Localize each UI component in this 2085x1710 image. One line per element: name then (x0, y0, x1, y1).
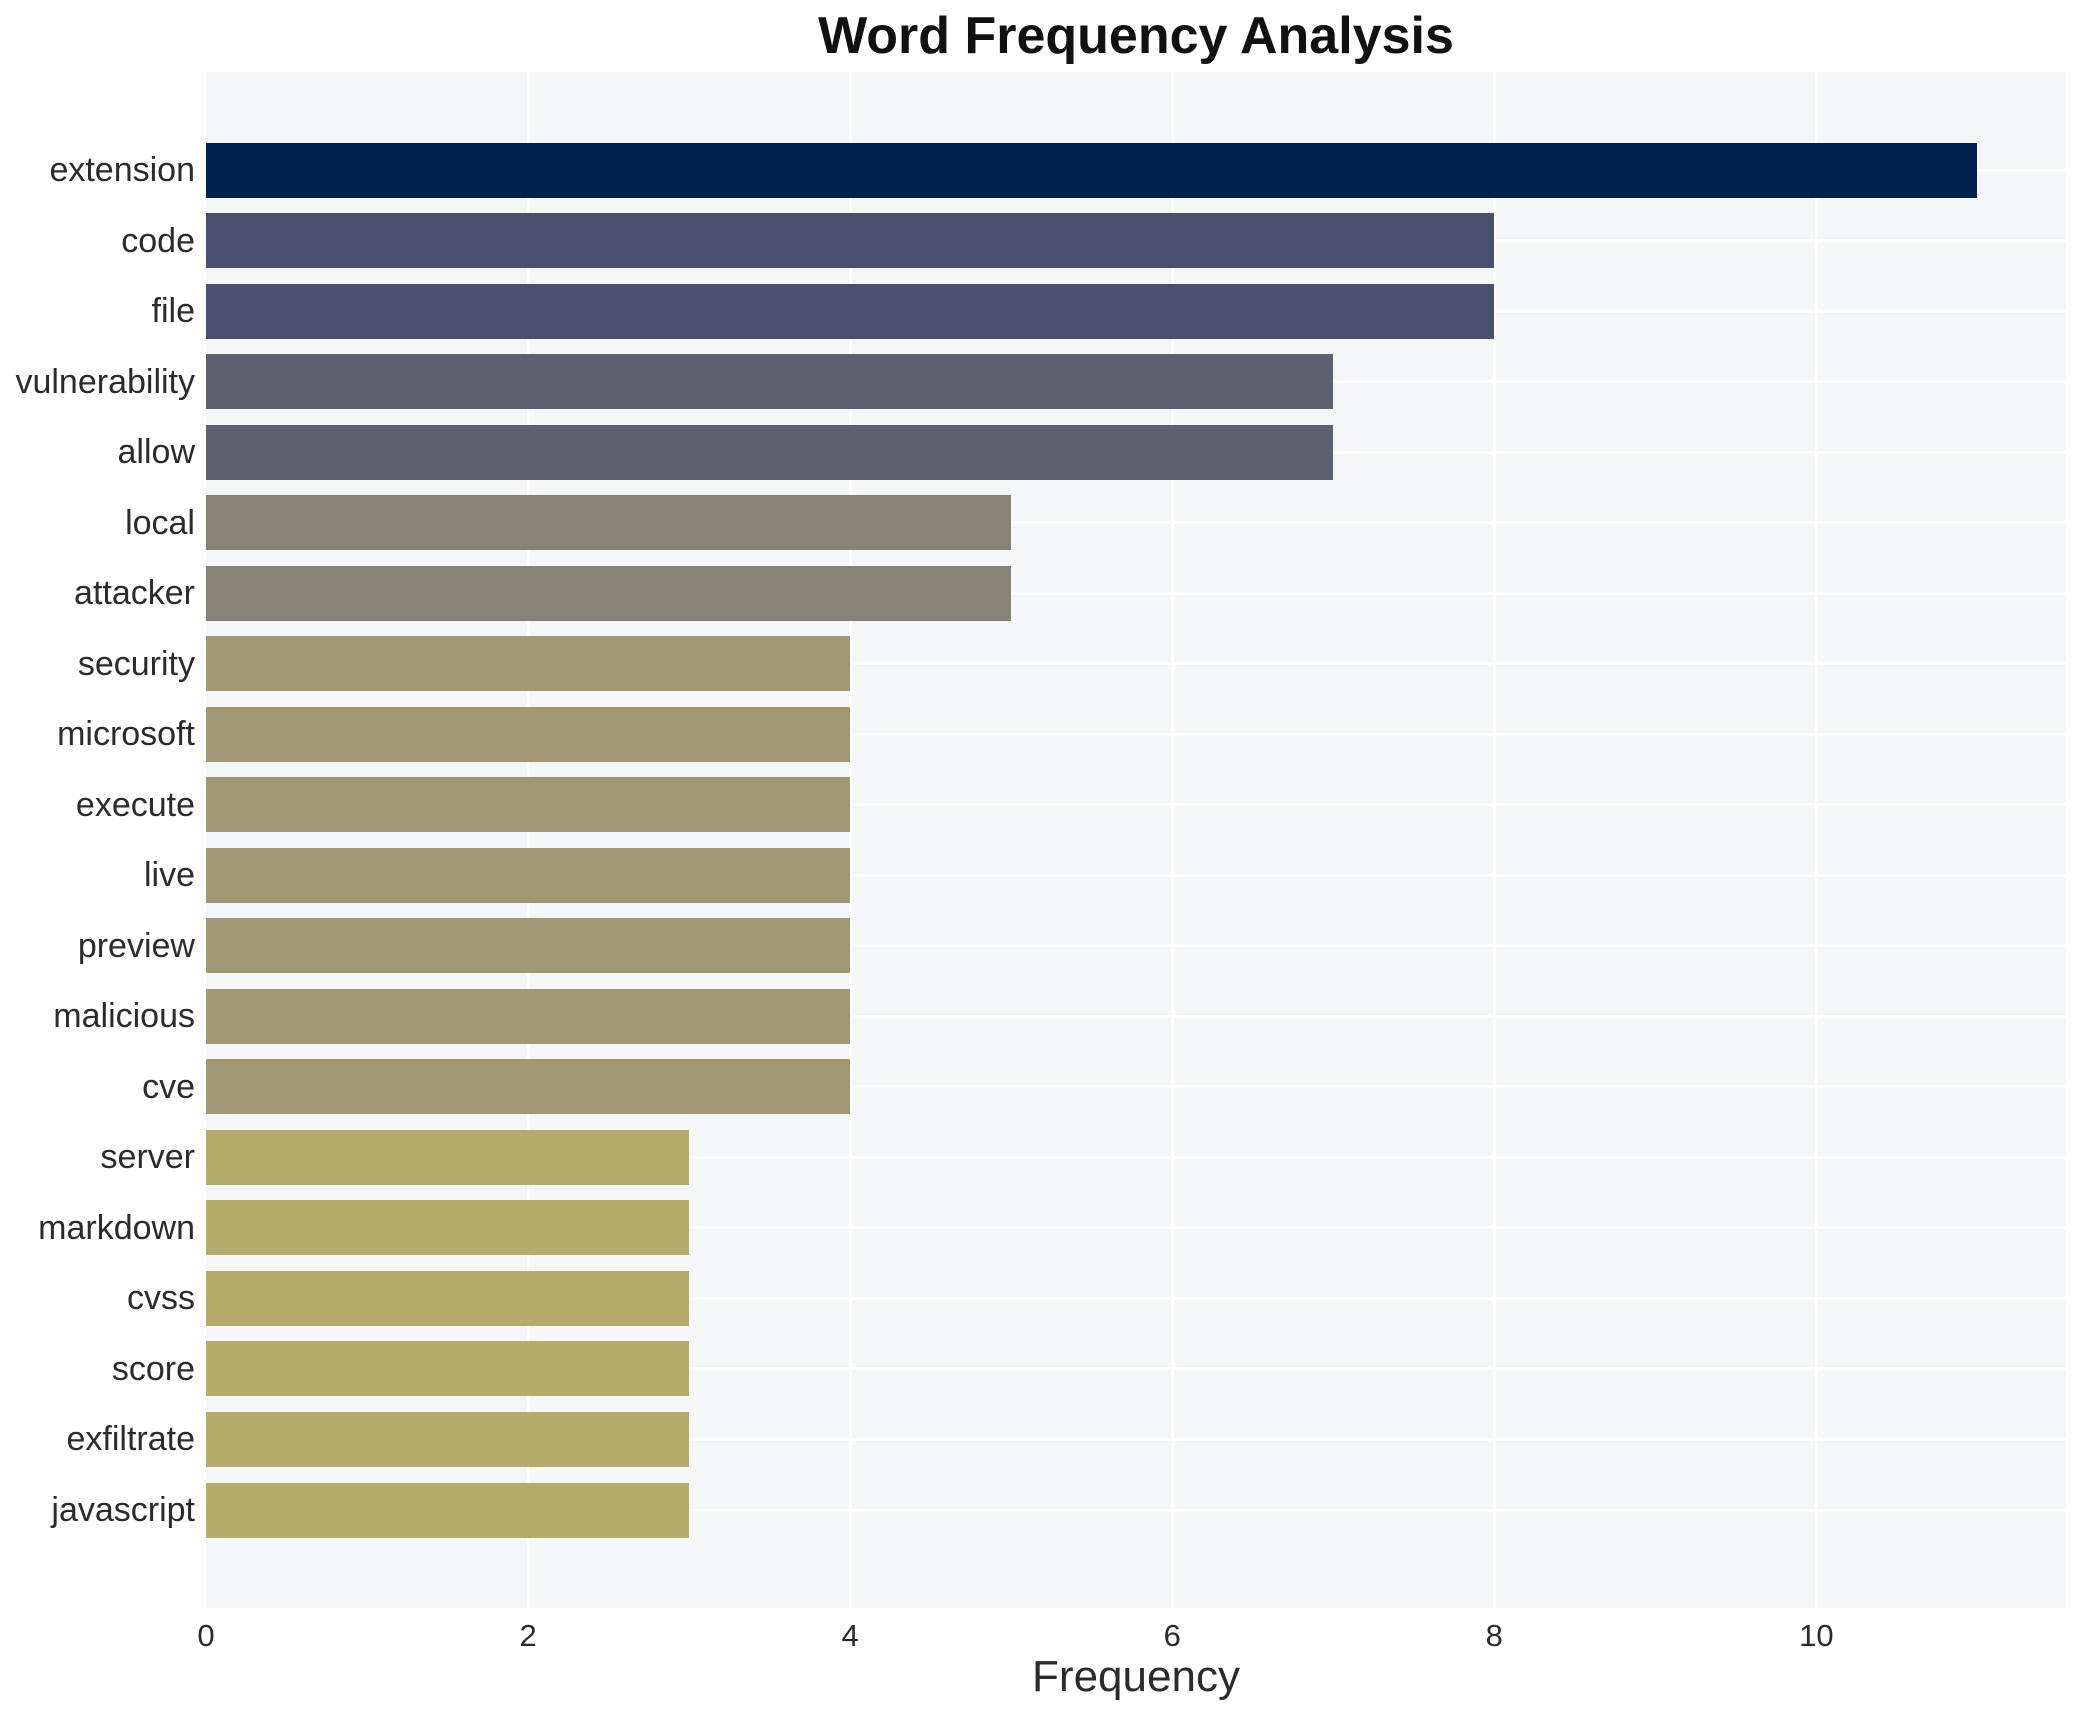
x-tick-label-8: 8 (1485, 1618, 1503, 1653)
gridline-horizontal-markdown (206, 1226, 2066, 1230)
x-tick-label-4: 4 (841, 1618, 859, 1653)
y-tick-label-attacker: attacker (74, 574, 195, 613)
bar-attacker (206, 565, 1012, 621)
gridline-horizontal-local (206, 521, 2066, 525)
x-tick-label-10: 10 (1799, 1618, 1834, 1653)
y-tick-label-cvss: cvss (127, 1279, 195, 1318)
y-tick-label-extension: extension (49, 151, 195, 189)
bar-extension (206, 142, 1978, 198)
y-tick-label-code: code (121, 221, 195, 260)
gridline-horizontal-server (206, 1155, 2066, 1159)
bar-vulnerability (206, 354, 1334, 410)
bar-cve (206, 1059, 851, 1115)
bar-live (206, 847, 851, 903)
y-tick-label-allow: allow (117, 433, 195, 472)
gridline-horizontal-exfiltrate (206, 1437, 2066, 1441)
gridline-vertical-6 (1170, 72, 1174, 1608)
gridline-horizontal-execute (206, 803, 2066, 807)
gridline-horizontal-preview (206, 944, 2066, 948)
bar-preview (206, 918, 851, 974)
bar-code (206, 213, 1495, 269)
x-axis-title: Frequency (1032, 1652, 1240, 1701)
y-tick-label-security: security (77, 644, 195, 683)
y-tick-label-server: server (100, 1138, 195, 1177)
bar-exfiltrate (206, 1411, 690, 1467)
y-tick-label-preview: preview (77, 926, 195, 965)
x-tick-label-6: 6 (1163, 1618, 1181, 1653)
bar-execute (206, 777, 851, 833)
bar-allow (206, 424, 1334, 480)
gridline-vertical-2 (526, 72, 530, 1608)
gridline-horizontal-live (206, 873, 2066, 877)
y-tick-label-malicious: malicious (53, 997, 195, 1036)
y-tick-label-markdown: markdown (38, 1208, 195, 1247)
bar-local (206, 495, 1012, 551)
y-tick-label-local: local (125, 503, 195, 542)
bar-file (206, 283, 1495, 339)
bar-malicious (206, 988, 851, 1044)
y-tick-label-exfiltrate: exfiltrate (66, 1420, 196, 1459)
gridline-horizontal-microsoft (206, 732, 2066, 736)
y-tick-label-cve: cve (142, 1067, 195, 1106)
x-tick-label-0: 0 (197, 1618, 215, 1653)
gridline-vertical-4 (848, 72, 852, 1608)
gridline-horizontal-cve (206, 1085, 2066, 1089)
gridline-horizontal-attacker (206, 591, 2066, 595)
y-tick-label-microsoft: microsoft (57, 715, 195, 754)
bar-javascript (206, 1482, 690, 1538)
y-tick-label-live: live (143, 856, 195, 895)
chart-title: Word Frequency Analysis (818, 7, 1454, 65)
bar-security (206, 636, 851, 692)
y-tick-label-vulnerability: vulnerability (15, 362, 195, 401)
gridline-horizontal-cvss (206, 1296, 2066, 1300)
bar-markdown (206, 1200, 690, 1256)
gridline-vertical-10 (1814, 72, 1818, 1608)
gridline-horizontal-score (206, 1367, 2066, 1371)
bar-microsoft (206, 706, 851, 762)
gridline-vertical-8 (1492, 72, 1496, 1608)
gridline-horizontal-malicious (206, 1014, 2066, 1018)
y-tick-label-execute: execute (75, 785, 195, 824)
gridline-horizontal-javascript (206, 1508, 2066, 1512)
y-tick-label-javascript: javascript (51, 1491, 195, 1529)
plot-area (206, 72, 2066, 1608)
y-tick-label-score: score (111, 1349, 195, 1388)
gridline-horizontal-security (206, 662, 2066, 666)
bar-score (206, 1341, 690, 1397)
y-tick-label-file: file (151, 292, 195, 331)
bar-cvss (206, 1270, 690, 1326)
x-tick-label-2: 2 (519, 1618, 537, 1653)
bar-server (206, 1129, 690, 1185)
